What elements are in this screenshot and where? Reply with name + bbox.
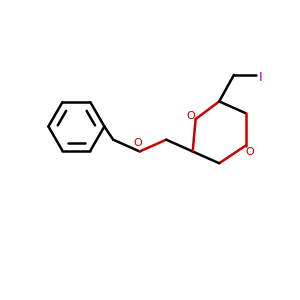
Text: O: O xyxy=(246,147,254,157)
Text: O: O xyxy=(134,138,142,148)
Text: I: I xyxy=(259,71,262,84)
Text: O: O xyxy=(186,110,195,121)
